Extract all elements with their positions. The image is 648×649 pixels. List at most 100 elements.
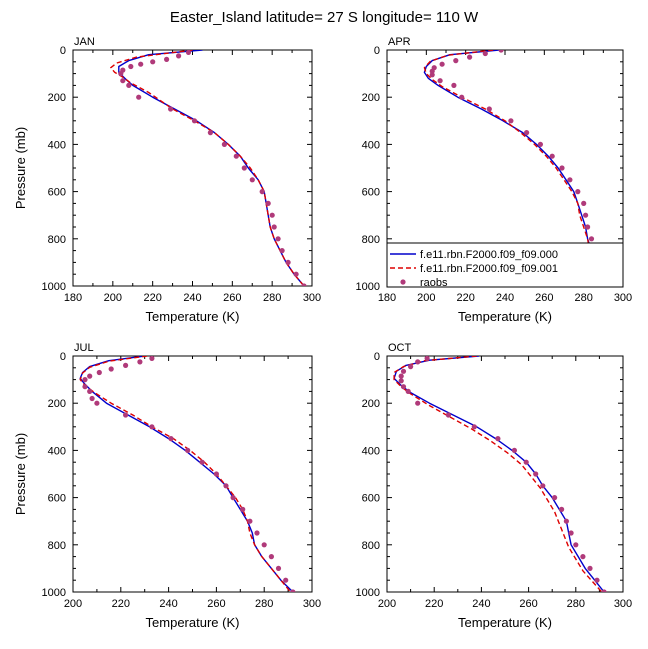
x-tick-label: 260 bbox=[223, 292, 241, 304]
y-tick-label: 800 bbox=[48, 540, 66, 552]
y-tick-label: 400 bbox=[362, 445, 380, 457]
raobs-point bbox=[82, 377, 88, 383]
raobs-point bbox=[168, 436, 174, 442]
x-tick-label: 240 bbox=[496, 292, 514, 304]
raobs-point bbox=[230, 495, 236, 501]
raobs-point bbox=[126, 82, 132, 88]
legend-label: f.e11.rbn.F2000.f09_f09.000 bbox=[420, 249, 558, 261]
raobs-point bbox=[221, 141, 227, 147]
legend-label: raobs bbox=[420, 277, 448, 289]
x-tick-label: 200 bbox=[417, 292, 435, 304]
raobs-point bbox=[120, 78, 126, 84]
raobs-point bbox=[207, 130, 213, 136]
series-line bbox=[118, 50, 305, 286]
raobs-point bbox=[549, 153, 555, 159]
raobs-point bbox=[398, 378, 404, 384]
series-line bbox=[393, 356, 605, 592]
series-line bbox=[423, 50, 612, 286]
raobs-point bbox=[136, 94, 142, 100]
raobs-point bbox=[259, 189, 265, 195]
raobs-point bbox=[552, 495, 558, 501]
raobs-point bbox=[583, 212, 589, 218]
raobs-point bbox=[415, 359, 421, 365]
x-tick-label: 240 bbox=[183, 292, 201, 304]
x-tick-label: 220 bbox=[143, 292, 161, 304]
raobs-point bbox=[241, 165, 247, 171]
raobs-point bbox=[233, 153, 239, 159]
raobs-point bbox=[523, 459, 529, 465]
y-tick-label: 600 bbox=[48, 493, 66, 505]
legend: f.e11.rbn.F2000.f09_f09.000 f.e11.rbn.F20… bbox=[386, 242, 624, 289]
y-tick-label: 400 bbox=[48, 445, 66, 457]
x-tick-label: 200 bbox=[378, 598, 396, 610]
y-tick-label: 800 bbox=[362, 540, 380, 552]
raobs-point bbox=[559, 506, 565, 512]
x-tick-label: 300 bbox=[614, 292, 632, 304]
panel-jan: JAN 180 200 220 240 260 280 300 0 200 400 600 800 100… bbox=[13, 36, 321, 324]
raobs-point bbox=[524, 130, 530, 136]
raobs-point bbox=[118, 71, 124, 77]
raobs-point bbox=[265, 200, 271, 206]
raobs-point bbox=[408, 364, 414, 370]
raobs-point bbox=[191, 118, 198, 124]
y-tick-label: 1000 bbox=[356, 281, 380, 293]
x-tick-label: 180 bbox=[378, 292, 396, 304]
raobs-point bbox=[588, 236, 595, 242]
raobs-point bbox=[415, 400, 421, 406]
x-tick-label: 260 bbox=[519, 598, 537, 610]
x-tick-label: 180 bbox=[64, 292, 82, 304]
raobs-point bbox=[137, 359, 143, 365]
raobs-point bbox=[537, 141, 544, 147]
y-tick-label: 200 bbox=[48, 398, 66, 410]
raobs-point bbox=[283, 577, 289, 583]
y-tick-label: 0 bbox=[374, 351, 380, 363]
y-tick-label: 200 bbox=[362, 92, 380, 104]
raobs-point bbox=[467, 54, 473, 60]
raobs-point bbox=[275, 565, 282, 572]
raobs-point bbox=[150, 59, 156, 65]
figure-title: Easter_Island latitude= 27 S longitude= … bbox=[170, 9, 479, 26]
raobs-point bbox=[594, 577, 600, 583]
raobs-point bbox=[498, 50, 504, 53]
raobs-point bbox=[82, 384, 88, 390]
x-tick-label: 300 bbox=[303, 598, 321, 610]
x-axis-label: Temperature (K) bbox=[458, 615, 552, 630]
raobs-point bbox=[424, 356, 430, 361]
raobs-point bbox=[164, 56, 170, 63]
y-tick-label: 0 bbox=[374, 45, 380, 57]
x-tick-label: 260 bbox=[535, 292, 553, 304]
raobs-point bbox=[138, 61, 144, 67]
raobs-point bbox=[249, 177, 255, 183]
x-axis-label: Temperature (K) bbox=[146, 309, 240, 324]
raobs-point bbox=[108, 366, 114, 372]
raobs-point bbox=[559, 165, 565, 171]
raobs-point bbox=[301, 283, 307, 286]
raobs-point bbox=[429, 68, 435, 74]
raobs-point bbox=[495, 436, 501, 442]
x-tick-label: 200 bbox=[64, 598, 82, 610]
x-tick-label: 280 bbox=[574, 292, 592, 304]
plot-area bbox=[79, 356, 296, 592]
plot-area bbox=[393, 356, 607, 592]
y-tick-label: 400 bbox=[362, 139, 380, 151]
raobs-point bbox=[445, 412, 451, 418]
raobs-point bbox=[563, 518, 570, 524]
raobs-point bbox=[293, 271, 299, 277]
raobs-point bbox=[451, 82, 457, 88]
panel-label: JUL bbox=[74, 342, 94, 354]
raobs-point bbox=[149, 424, 155, 430]
y-axis-label: Pressure (mb) bbox=[13, 433, 28, 515]
raobs-point bbox=[405, 388, 411, 394]
legend-label: f.e11.rbn.F2000.f09_f09.001 bbox=[420, 263, 558, 275]
raobs-point bbox=[290, 589, 296, 592]
y-axis-label: Pressure (mb) bbox=[13, 127, 28, 209]
raobs-point bbox=[508, 118, 514, 124]
series-line bbox=[393, 356, 603, 592]
raobs-point bbox=[247, 518, 253, 524]
raobs-point bbox=[271, 224, 277, 230]
raobs-point bbox=[223, 483, 229, 489]
raobs-point bbox=[199, 459, 205, 465]
panel-apr: APR 180 200 220 240 260 280 300 0 200 400 600 800 100… bbox=[356, 36, 633, 324]
y-tick-label: 1000 bbox=[42, 281, 66, 293]
